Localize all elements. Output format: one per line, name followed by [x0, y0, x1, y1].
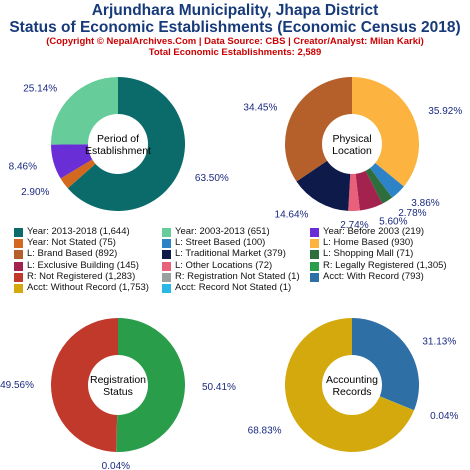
legend-label: L: Exclusive Building (145)	[27, 259, 139, 271]
donut-hole	[322, 355, 382, 415]
legend-swatch	[162, 261, 171, 271]
donut-center-label: Physical	[332, 133, 371, 145]
pie-slice	[116, 318, 186, 452]
legend-label: Year: Not Stated (75)	[27, 237, 116, 249]
slice-percent-label: 49.56%	[0, 380, 34, 391]
donut-chart-1: 63.50% 2.90% 8.46% 25.14% Period ofEstablish…	[9, 77, 229, 211]
chart-header: Arjundhara Municipality, Jhapa District …	[0, 2, 470, 58]
slice-percent-label: 0.04%	[102, 461, 130, 470]
legend-label: Year: 2003-2013 (651)	[175, 226, 270, 237]
chart-title-line2: Status of Economic Establishments (Econo…	[9, 19, 461, 36]
legend-label: L: Other Locations (72)	[175, 259, 273, 271]
legend-swatch	[310, 250, 319, 260]
legend-label: L: Traditional Market (379)	[175, 248, 286, 260]
legend-label: L: Brand Based (892)	[27, 248, 118, 260]
legend-swatch	[14, 261, 23, 271]
donut-hole	[88, 114, 148, 174]
legend-swatch	[14, 284, 23, 293]
pie-slice	[352, 77, 419, 187]
copyright-text: (Copyright © NepalArchives.Com | Data So…	[46, 36, 424, 47]
donut-center-label: Accounting	[326, 374, 378, 386]
legend-swatch	[310, 261, 319, 271]
slice-percent-label: 3.86%	[411, 198, 439, 209]
slice-percent-label: 2.78%	[398, 208, 426, 219]
legend-label: Acct: Record Not Stated (1)	[175, 282, 292, 293]
donut-center-label: Establishment	[85, 145, 151, 157]
slice-percent-label: 35.92%	[428, 106, 462, 117]
donut-hole	[322, 114, 382, 174]
chart-title-line1: Arjundhara Municipality, Jhapa District	[91, 2, 379, 19]
legend-swatch	[162, 228, 171, 237]
pie-slice	[284, 77, 352, 182]
legend-label: R: Legally Registered (1,305)	[323, 259, 447, 271]
legend-label: R: Registration Not Stated (1)	[175, 270, 300, 282]
legend-swatch	[162, 250, 171, 260]
legend-label: L: Shopping Mall (71)	[323, 248, 414, 260]
legend-label: R: Not Registered (1,283)	[27, 270, 136, 282]
total-establishments: Total Economic Establishments: 2,589	[148, 47, 322, 58]
slice-percent-label: 2.90%	[21, 187, 49, 198]
legend-swatch	[310, 239, 319, 249]
legend-label: L: Street Based (100)	[175, 237, 266, 249]
donut-hole	[88, 355, 148, 415]
legend-swatch	[14, 228, 23, 237]
slice-percent-label: 50.41%	[202, 382, 236, 393]
legend-swatch	[14, 272, 23, 282]
slice-percent-label: 68.83%	[248, 426, 282, 437]
legend-label: Acct: Without Record (1,753)	[27, 282, 149, 293]
donut-center-label: Status	[103, 386, 133, 398]
donut-center-label: Location	[332, 145, 372, 157]
donut-center-label: Period of	[97, 133, 139, 145]
legend-label: Acct: With Record (793)	[323, 270, 424, 282]
slice-percent-label: 14.64%	[275, 210, 309, 221]
slice-percent-label: 2.74%	[340, 220, 368, 231]
slice-percent-label: 31.13%	[422, 336, 456, 347]
legend-swatch	[310, 228, 319, 237]
legend-swatch	[162, 239, 171, 249]
slice-percent-label: 0.04%	[430, 411, 458, 422]
legend-swatch	[14, 250, 23, 260]
slice-percent-label: 63.50%	[195, 173, 229, 184]
slice-percent-label: 34.45%	[243, 102, 277, 113]
slice-percent-label: 5.60%	[379, 217, 407, 228]
legend-label: Year: 2013-2018 (1,644)	[27, 226, 130, 237]
pie-slice	[51, 318, 118, 452]
slice-percent-label: 8.46%	[9, 162, 37, 173]
donut-center-label: Registration	[90, 374, 146, 386]
legend-swatch	[14, 239, 23, 249]
donut-center-label: Records	[332, 386, 371, 398]
donut-chart-2: 35.92% 3.86%2.78%5.60% 2.74% 14.64% 34.45% Ph…	[243, 77, 462, 231]
legend-swatch	[310, 272, 319, 282]
legend-label: Year: Before 2003 (219)	[323, 226, 425, 237]
legend-swatch	[162, 284, 171, 293]
legend-swatch	[162, 272, 171, 282]
legend-label: L: Home Based (930)	[323, 237, 414, 249]
slice-percent-label: 25.14%	[23, 84, 57, 95]
